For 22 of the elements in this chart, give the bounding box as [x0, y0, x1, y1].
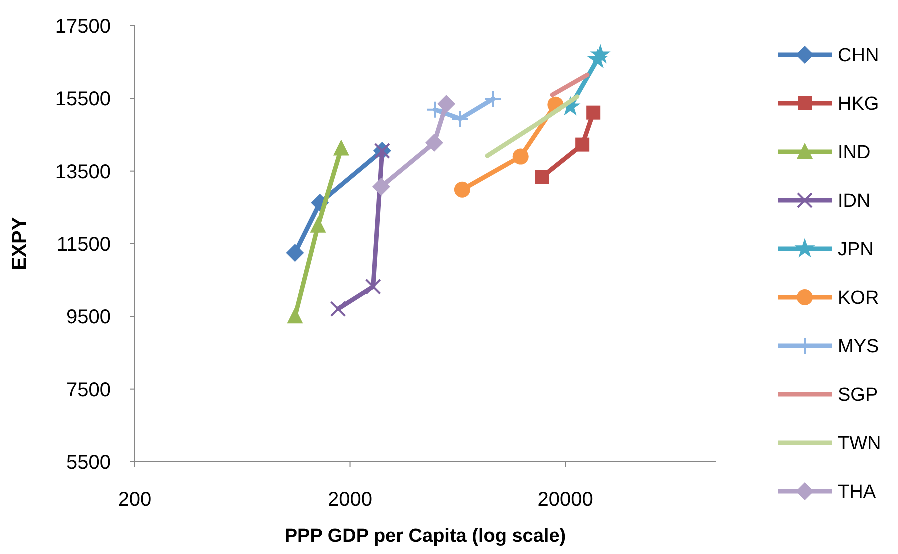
- legend-label: MYS: [838, 336, 880, 358]
- legend-label: JPN: [838, 240, 874, 261]
- y-tick-label: 9500: [66, 306, 111, 329]
- y-tick-label: 11500: [56, 234, 111, 256]
- legend-label: CHN: [838, 46, 880, 67]
- x-tick-label: 2000: [328, 489, 373, 511]
- y-axis-title: EXPY: [9, 216, 31, 271]
- x-tick-label: 200: [118, 489, 152, 511]
- y-tick-label: 5500: [66, 452, 111, 474]
- y-tick-label: 13500: [55, 161, 111, 184]
- legend-label: KOR: [838, 288, 880, 310]
- y-tick-label: 7500: [66, 379, 111, 402]
- legend-label: TWN: [838, 434, 882, 455]
- legend-label: IDN: [838, 191, 871, 212]
- legend-label: THA: [838, 482, 876, 504]
- y-tick-label: 15500: [55, 88, 111, 111]
- x-tick-label: 20000: [538, 489, 594, 511]
- legend-label: IND: [838, 142, 871, 164]
- x-axis-title: PPP GDP per Capita (log scale): [284, 526, 566, 547]
- y-tick-label: 17500: [55, 16, 111, 38]
- legend-label: HKG: [838, 94, 880, 116]
- legend-label: SGP: [838, 385, 878, 406]
